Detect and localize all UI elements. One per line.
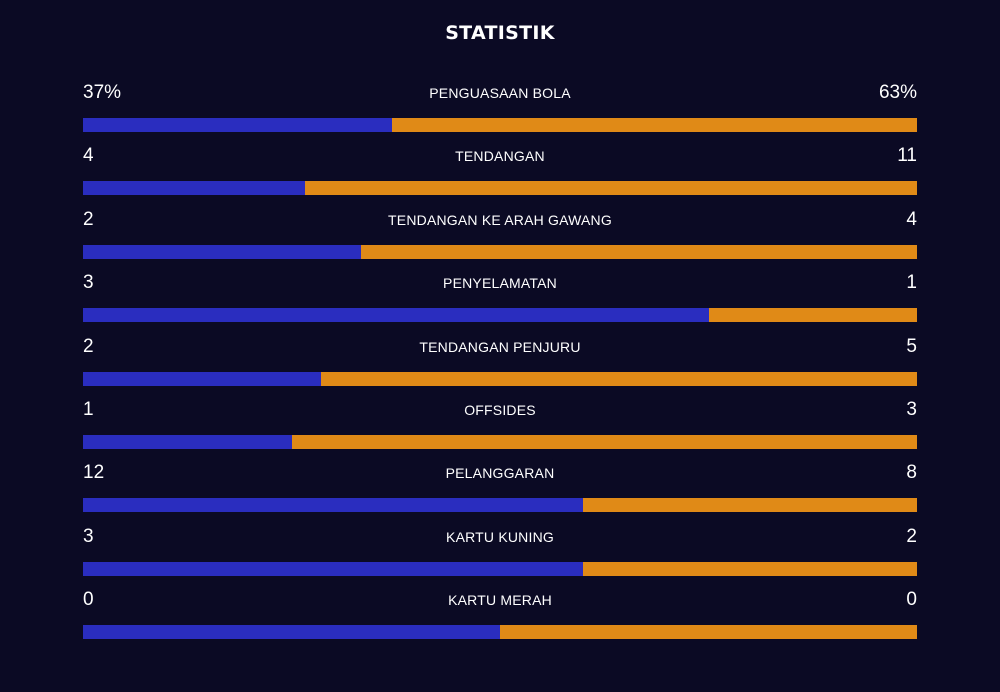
- stat-header: 2 TENDANGAN KE ARAH GAWANG 4: [83, 207, 917, 233]
- away-bar: [291, 434, 917, 449]
- home-bar: [83, 118, 392, 132]
- stat-label: PENGUASAAN BOLA: [429, 85, 571, 101]
- stat-row-shots: 4 TENDANGAN 11: [83, 143, 917, 206]
- home-value: 2: [83, 335, 94, 357]
- stat-header: 2 TENDANGAN PENJURU 5: [83, 334, 917, 360]
- away-value: 11: [897, 145, 917, 167]
- home-value: 0: [83, 589, 94, 611]
- stat-header: 37% PENGUASAAN BOLA 63%: [83, 80, 917, 106]
- home-bar: [83, 498, 584, 513]
- away-value: 1: [906, 272, 917, 294]
- stat-label: KARTU MERAH: [448, 592, 552, 609]
- home-value: 3: [83, 272, 94, 294]
- stat-label: PENYELAMATAN: [443, 275, 557, 292]
- home-bar: [83, 244, 361, 259]
- home-bar: [83, 625, 500, 640]
- away-value: 5: [906, 335, 917, 357]
- home-value: 4: [83, 145, 94, 167]
- stat-row-red-cards: 0 KARTU MERAH 0: [83, 587, 917, 650]
- away-value: 3: [906, 398, 917, 420]
- home-value: 12: [83, 462, 105, 484]
- away-value: 4: [906, 208, 917, 230]
- home-bar: [83, 371, 322, 386]
- away-bar: [583, 561, 917, 576]
- away-bar: [360, 244, 917, 259]
- stats-list: 37% PENGUASAAN BOLA 63% 4 TENDANGAN 11 2…: [83, 80, 917, 651]
- stat-header: 12 PELANGGARAN 8: [83, 460, 917, 486]
- stat-header: 0 KARTU MERAH 0: [83, 587, 917, 613]
- stat-bar: [83, 244, 917, 259]
- home-value: 3: [83, 525, 94, 547]
- page-title: STATISTIK: [445, 22, 555, 44]
- away-bar: [305, 181, 917, 196]
- stat-bar: [83, 118, 917, 132]
- stat-row-offsides: 1 OFFSIDES 3: [83, 397, 917, 460]
- stat-bar: [83, 308, 917, 323]
- stat-row-corners: 2 TENDANGAN PENJURU 5: [83, 334, 917, 397]
- home-bar: [83, 181, 306, 196]
- stat-bar: [83, 498, 917, 513]
- stat-label: TENDANGAN PENJURU: [419, 338, 581, 355]
- stat-row-fouls: 12 PELANGGARAN 8: [83, 460, 917, 523]
- stat-label: KARTU KUNING: [446, 528, 554, 545]
- stat-row-yellow-cards: 3 KARTU KUNING 2: [83, 524, 917, 587]
- away-bar: [500, 625, 917, 640]
- away-value: 0: [906, 589, 917, 611]
- stat-row-saves: 3 PENYELAMATAN 1: [83, 270, 917, 333]
- home-value: 2: [83, 208, 94, 230]
- stat-label: OFFSIDES: [464, 401, 536, 418]
- stat-label: PELANGGARAN: [445, 465, 555, 482]
- stat-label: TENDANGAN KE ARAH GAWANG: [388, 211, 612, 228]
- stat-bar: [83, 181, 917, 196]
- stat-bar: [83, 371, 917, 386]
- stat-header: 3 PENYELAMATAN 1: [83, 270, 917, 296]
- away-value: 63%: [878, 82, 917, 103]
- away-bar: [321, 371, 917, 386]
- away-bar: [583, 498, 917, 513]
- stat-bar: [83, 625, 917, 640]
- stat-bar: [83, 561, 917, 576]
- stat-header: 3 KARTU KUNING 2: [83, 524, 917, 550]
- home-value: 37%: [83, 82, 122, 103]
- stat-header: 4 TENDANGAN 11: [83, 143, 917, 169]
- stat-row-possession: 37% PENGUASAAN BOLA 63%: [83, 80, 917, 143]
- home-bar: [83, 561, 584, 576]
- away-value: 8: [906, 462, 917, 484]
- away-value: 2: [906, 525, 917, 547]
- stat-header: 1 OFFSIDES 3: [83, 397, 917, 423]
- home-bar: [83, 308, 709, 323]
- away-bar: [391, 118, 917, 132]
- stat-row-shots-on-target: 2 TENDANGAN KE ARAH GAWANG 4: [83, 207, 917, 270]
- home-value: 1: [83, 398, 94, 420]
- stat-bar: [83, 434, 917, 449]
- home-bar: [83, 434, 292, 449]
- stat-label: TENDANGAN: [455, 148, 545, 165]
- away-bar: [708, 308, 917, 323]
